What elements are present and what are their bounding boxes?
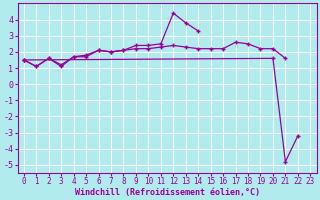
X-axis label: Windchill (Refroidissement éolien,°C): Windchill (Refroidissement éolien,°C) (75, 188, 260, 197)
